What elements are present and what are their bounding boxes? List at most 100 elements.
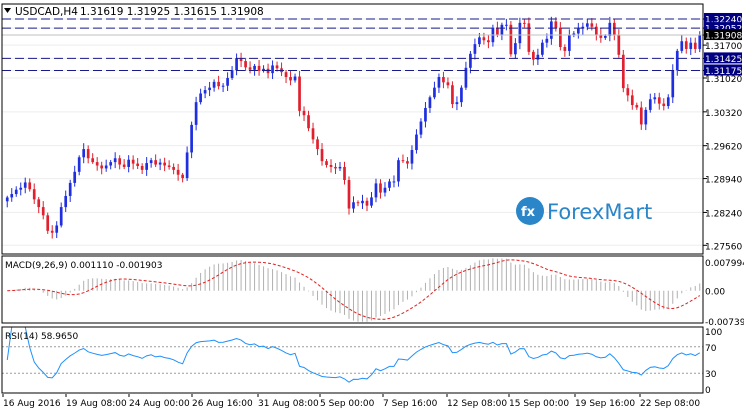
candle-body: [5, 197, 9, 202]
dropdown-arrow-icon[interactable]: [4, 8, 11, 13]
candle: [163, 157, 166, 172]
candle-body: [671, 70, 675, 98]
candle-body: [662, 103, 666, 107]
level-price-label: 1.32240: [705, 15, 742, 25]
candle: [464, 61, 468, 90]
candle-body: [621, 54, 625, 89]
candle-body: [149, 160, 153, 164]
candle: [612, 19, 616, 41]
candle-body: [424, 107, 427, 122]
candle-body: [271, 65, 274, 74]
candle-body: [541, 42, 544, 55]
time-axis-label: 15 Sep 00:00: [509, 399, 569, 408]
candle-body: [32, 189, 36, 200]
candle-body: [401, 160, 405, 162]
candle: [262, 65, 265, 73]
candle: [23, 177, 27, 194]
candle: [41, 201, 45, 220]
price-tick-label: 1.29620: [705, 143, 742, 153]
candle: [460, 85, 463, 107]
candle-body: [239, 58, 243, 62]
candle: [572, 31, 576, 38]
rsi-tick-label: 0: [705, 386, 711, 396]
current-price-tag: [704, 29, 742, 41]
candle-body: [590, 23, 594, 27]
candle: [221, 83, 225, 93]
time-axis-label: 7 Sep 16:00: [383, 399, 438, 408]
candle-body: [567, 35, 571, 51]
candle: [374, 178, 378, 203]
candle: [109, 160, 113, 170]
candle: [514, 38, 517, 59]
candle: [298, 70, 301, 117]
candle-body: [136, 163, 140, 166]
candle: [55, 221, 59, 239]
candle-body: [639, 107, 643, 125]
candle-body: [585, 23, 589, 27]
symbol-timeframe: USDCAD,H4: [15, 6, 78, 18]
candle-body: [91, 158, 95, 163]
candle: [684, 37, 688, 54]
candle: [95, 157, 99, 171]
candle: [77, 155, 81, 176]
candle-body: [113, 158, 117, 163]
candle-body: [325, 161, 328, 166]
time-axis-label: 12 Sep 08:00: [447, 399, 507, 408]
candle-body: [532, 51, 535, 60]
price-tick-label: 1.28240: [705, 209, 742, 219]
candle-body: [419, 121, 423, 135]
candle: [617, 29, 621, 58]
candle-body: [298, 76, 301, 111]
candle-body: [550, 21, 553, 39]
candle-body: [257, 65, 261, 71]
macd-panel: [2, 256, 703, 323]
candle-body: [329, 165, 333, 167]
price-tick-label: 1.27560: [705, 242, 742, 252]
candle-body: [284, 72, 288, 78]
candle: [424, 101, 427, 128]
candle-body: [230, 70, 234, 78]
candle: [5, 195, 9, 208]
candle: [442, 71, 445, 89]
candle-body: [374, 183, 378, 198]
candle-body: [212, 81, 216, 88]
candle-body: [181, 174, 184, 179]
candle: [113, 152, 117, 169]
candle-body: [311, 128, 315, 140]
candle: [266, 63, 270, 79]
candle: [693, 37, 697, 54]
candle: [343, 161, 346, 185]
candle-body: [559, 27, 562, 48]
candle-body: [455, 102, 459, 105]
candle-body: [172, 166, 175, 170]
candle-body: [46, 215, 50, 231]
candle-body: [244, 61, 247, 68]
candle: [19, 182, 23, 196]
candle: [226, 72, 229, 91]
candle-body: [203, 90, 207, 94]
rsi-label: RSI(14) 58.9650: [5, 332, 78, 342]
candle-body: [545, 38, 549, 43]
candle-body: [55, 225, 59, 233]
candle: [576, 22, 580, 39]
candle: [176, 163, 180, 181]
candle: [433, 81, 436, 100]
candle: [253, 63, 256, 76]
candle-body: [163, 162, 166, 166]
candle: [154, 154, 157, 168]
price-tick-label: 1.31020: [705, 75, 742, 85]
candle-body: [316, 139, 319, 150]
candle-body: [307, 115, 310, 129]
candle: [581, 22, 585, 35]
candle-body: [176, 169, 180, 175]
candle: [415, 129, 418, 154]
candle-body: [518, 22, 522, 44]
candle-body: [226, 77, 229, 86]
candle-body: [352, 202, 355, 209]
candle-body: [383, 187, 387, 193]
candle: [149, 157, 153, 168]
candle: [100, 161, 104, 175]
candle-body: [406, 161, 409, 164]
